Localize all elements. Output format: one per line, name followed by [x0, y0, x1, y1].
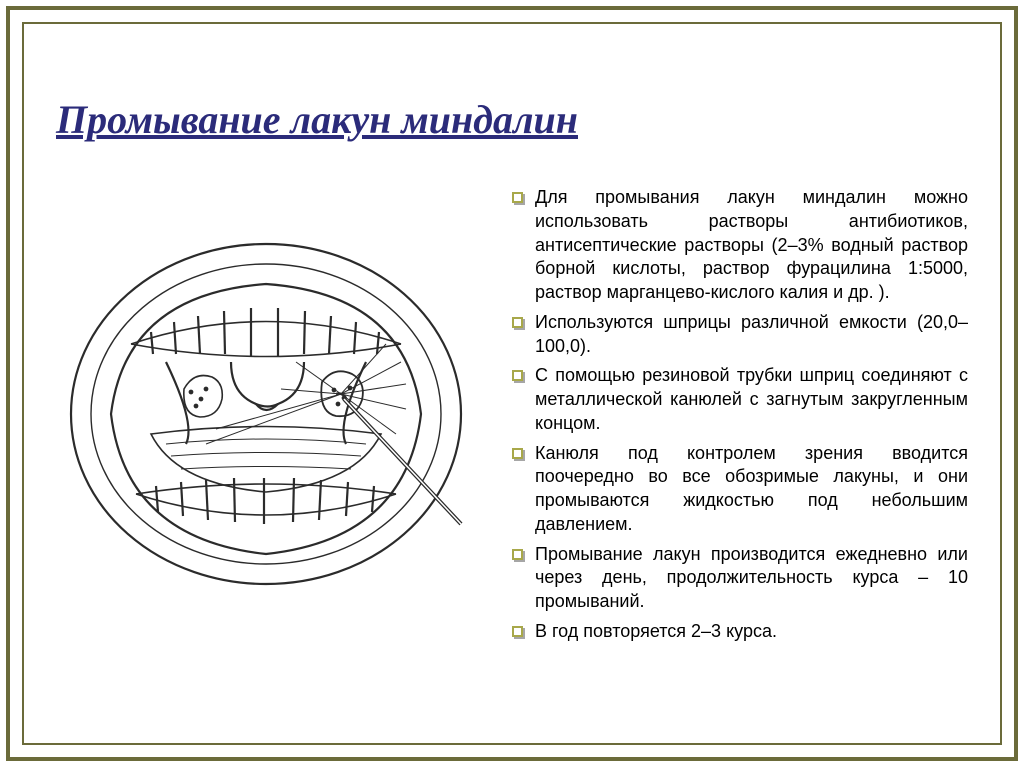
list-item-text: Используются шприцы различной емкости (2… [535, 311, 968, 359]
list-item: Используются шприцы различной емкости (2… [512, 311, 968, 359]
bullet-list: Для промывания лакун миндалин можно испо… [512, 186, 968, 644]
square-bullet-icon [512, 626, 523, 637]
square-bullet-icon [512, 448, 523, 459]
list-item-text: Для промывания лакун миндалин можно испо… [535, 186, 968, 305]
illustration-column [56, 186, 496, 707]
square-bullet-icon [512, 370, 523, 381]
list-item-text: Промывание лакун производится ежедневно … [535, 543, 968, 614]
list-item: Канюля под контролем зрения вводится поо… [512, 442, 968, 537]
list-item: Для промывания лакун миндалин можно испо… [512, 186, 968, 305]
slide-content: Для промывания лакун миндалин можно испо… [56, 186, 968, 707]
list-item-text: Канюля под контролем зрения вводится поо… [535, 442, 968, 537]
list-item: Промывание лакун производится ежедневно … [512, 543, 968, 614]
list-item: С помощью резиновой трубки шприц соединя… [512, 364, 968, 435]
square-bullet-icon [512, 549, 523, 560]
square-bullet-icon [512, 192, 523, 203]
list-item: В год повторяется 2–3 курса. [512, 620, 968, 644]
text-column: Для промывания лакун миндалин можно испо… [512, 186, 968, 707]
list-item-text: С помощью резиновой трубки шприц соединя… [535, 364, 968, 435]
mouth-illustration [56, 194, 496, 634]
list-item-text: В год повторяется 2–3 курса. [535, 620, 777, 644]
square-bullet-icon [512, 317, 523, 328]
slide-title: Промывание лакун миндалин [56, 96, 968, 143]
